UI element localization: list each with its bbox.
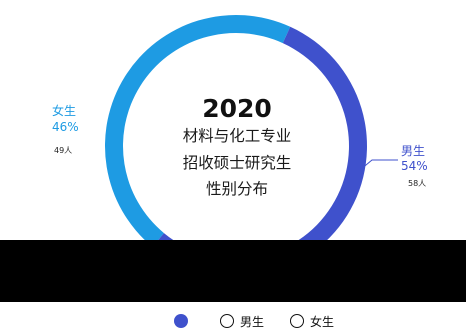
legend-dot-outline	[220, 314, 234, 328]
legend-item-male-marker[interactable]	[174, 310, 194, 332]
slice-label-male: 男生	[401, 144, 426, 158]
slice-percent-male: 54%	[401, 159, 428, 173]
legend-dot-filled	[174, 314, 188, 328]
legend-dot-outline	[290, 314, 304, 328]
legend-text-male: 男生	[240, 314, 265, 329]
chart-subtitle-line-3: 性别分布	[205, 180, 268, 198]
legend-text-female: 女生	[310, 314, 335, 329]
chart-subtitle-line-1: 材料与化工专业	[182, 127, 292, 145]
legend-item-male[interactable]: 男生	[220, 310, 264, 332]
occlusion-band	[0, 240, 466, 302]
legend-item-female[interactable]: 女生	[290, 310, 334, 332]
chart-title: 2020	[202, 94, 272, 123]
pie-slice-female[interactable]	[104, 14, 291, 247]
slice-count-female: 49人	[54, 146, 73, 155]
chart-legend: 男生 女生	[170, 310, 370, 332]
leader-line-male	[359, 159, 398, 171]
slice-count-male: 58人	[408, 179, 427, 188]
slice-percent-female: 46%	[52, 120, 79, 134]
chart-subtitle-line-2: 招收硕士研究生	[182, 154, 292, 172]
slice-label-female: 女生	[52, 104, 77, 118]
